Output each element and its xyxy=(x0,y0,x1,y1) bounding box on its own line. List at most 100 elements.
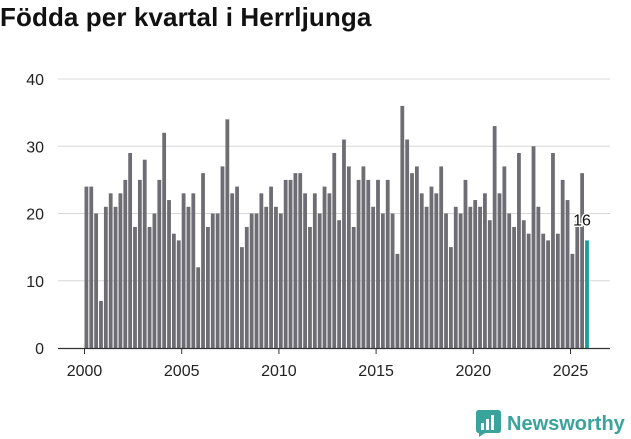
bar xyxy=(570,253,575,348)
bar xyxy=(186,206,191,348)
y-tick-label: 30 xyxy=(26,139,44,156)
bar xyxy=(531,146,536,348)
bar xyxy=(142,159,147,348)
bar xyxy=(230,193,235,348)
bar xyxy=(133,226,137,348)
bar xyxy=(254,213,259,348)
bar xyxy=(123,179,128,349)
bar xyxy=(434,193,439,348)
bar xyxy=(376,179,380,349)
bar xyxy=(575,220,580,348)
bar xyxy=(152,213,157,348)
bar xyxy=(395,253,400,348)
y-tick-label: 40 xyxy=(26,72,44,89)
bar xyxy=(337,220,342,348)
bar xyxy=(327,193,332,348)
bar xyxy=(366,179,371,349)
bar xyxy=(468,206,473,348)
bar xyxy=(128,152,133,348)
x-tick-label: 2015 xyxy=(358,363,394,380)
bar xyxy=(215,213,220,348)
bar xyxy=(332,152,337,348)
bar xyxy=(414,166,419,348)
bar xyxy=(235,186,239,348)
bar xyxy=(551,152,555,348)
bar xyxy=(580,173,585,348)
bar xyxy=(497,193,502,348)
bar xyxy=(312,193,317,348)
bar xyxy=(560,179,565,349)
bar xyxy=(162,132,167,348)
bars xyxy=(84,105,589,349)
bar xyxy=(244,226,249,348)
bar xyxy=(171,233,176,348)
bar xyxy=(157,179,162,349)
bar xyxy=(492,126,497,348)
bar xyxy=(517,152,521,348)
bar xyxy=(322,186,327,348)
bar xyxy=(385,179,390,349)
y-tick-label: 10 xyxy=(26,274,44,291)
x-tick-label: 2005 xyxy=(164,363,200,380)
bar xyxy=(453,206,458,348)
bar xyxy=(220,166,225,348)
bar xyxy=(293,173,298,348)
bar xyxy=(259,193,264,348)
bar xyxy=(356,179,361,349)
bar xyxy=(565,200,570,348)
bar xyxy=(439,166,444,348)
bar xyxy=(541,233,546,348)
bar xyxy=(526,233,531,348)
bar xyxy=(346,166,351,348)
bar xyxy=(249,213,254,348)
bar xyxy=(390,213,395,348)
bar xyxy=(546,240,550,348)
bar xyxy=(507,213,512,348)
x-tick-label: 2010 xyxy=(261,363,297,380)
bar xyxy=(361,166,366,348)
bar xyxy=(419,193,424,348)
bar xyxy=(303,193,307,348)
bar xyxy=(521,220,526,348)
x-tick-label: 2025 xyxy=(553,363,589,380)
bar xyxy=(478,206,482,348)
bar xyxy=(487,220,492,348)
bar xyxy=(512,226,516,348)
chart-title: Födda per kvartal i Herrljunga xyxy=(0,2,372,32)
bar xyxy=(167,200,171,348)
bar xyxy=(288,179,293,349)
bar xyxy=(99,300,103,348)
y-tick-label: 0 xyxy=(35,341,44,358)
bar xyxy=(308,226,312,348)
bar-highlighted xyxy=(585,240,589,348)
bar xyxy=(483,193,487,348)
axes: 0 10 20 30 40 2000 2005 2010 2015 2020 2025 xyxy=(26,72,610,380)
x-tick-label: 2000 xyxy=(67,363,103,380)
bar xyxy=(201,173,205,348)
x-tick-label: 2020 xyxy=(456,363,492,380)
bar xyxy=(458,213,463,348)
bar xyxy=(473,200,478,348)
bar xyxy=(89,186,94,348)
bar xyxy=(113,206,118,348)
data-labels: 16 xyxy=(572,211,593,231)
bar xyxy=(118,193,123,348)
bar xyxy=(84,186,89,348)
y-tick-label: 20 xyxy=(26,207,44,224)
bar xyxy=(225,119,230,348)
bar xyxy=(206,226,210,348)
bar xyxy=(103,206,108,348)
bar xyxy=(274,206,278,348)
bar xyxy=(371,206,376,348)
bar xyxy=(502,166,507,348)
bar xyxy=(317,213,322,348)
bar xyxy=(555,233,560,348)
brand-name: Newsworthy xyxy=(507,412,625,435)
bar xyxy=(405,139,410,348)
bar xyxy=(269,186,273,348)
bar xyxy=(108,193,113,348)
bar xyxy=(342,139,346,348)
last-value-label: 16 xyxy=(573,212,591,229)
bar xyxy=(410,173,414,348)
